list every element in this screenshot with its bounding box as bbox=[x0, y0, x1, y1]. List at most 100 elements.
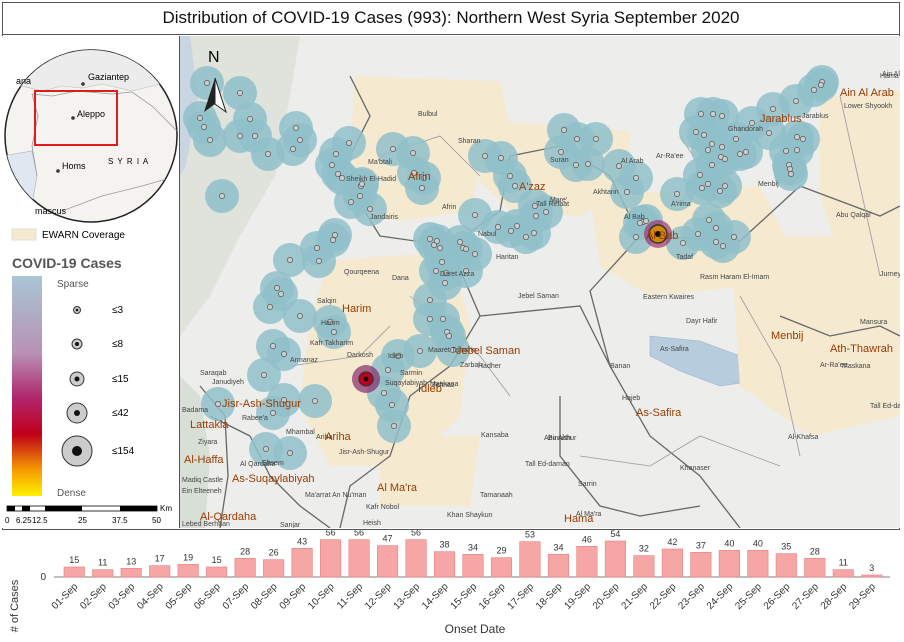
case-marker bbox=[699, 185, 705, 191]
gaziantep-marker bbox=[81, 82, 85, 86]
chart-bar bbox=[149, 565, 171, 578]
town-label: Tall Refaat bbox=[536, 201, 569, 208]
size-class-5-label: ≤154 bbox=[112, 446, 135, 457]
case-marker bbox=[514, 223, 520, 229]
chart-data-label: 37 bbox=[696, 540, 706, 550]
case-marker bbox=[643, 218, 649, 224]
case-marker bbox=[293, 125, 299, 131]
town-label: As-Safira bbox=[660, 346, 689, 353]
case-marker bbox=[339, 175, 345, 181]
town-label: Saraqab bbox=[200, 370, 227, 377]
town-label: Sarrin bbox=[578, 481, 597, 488]
case-marker bbox=[531, 230, 537, 236]
town-label: Ariha bbox=[316, 434, 332, 441]
case-marker bbox=[794, 147, 800, 153]
town-label: Tall Ed-daman bbox=[870, 403, 900, 410]
case-marker bbox=[297, 313, 303, 319]
case-clusters bbox=[183, 65, 839, 470]
chart-data-label: 46 bbox=[582, 534, 592, 544]
chart-data-label: 28 bbox=[240, 546, 250, 556]
scale-tick-5: 50 bbox=[152, 516, 161, 525]
case-marker bbox=[463, 268, 469, 274]
scale-bar bbox=[6, 505, 158, 512]
chart-x-tick: 09-Sep bbox=[278, 581, 309, 612]
hotspot-al-bab bbox=[644, 220, 672, 248]
chart-data-label: 11 bbox=[98, 558, 107, 568]
chart-x-tick: 07-Sep bbox=[221, 581, 252, 612]
case-marker bbox=[297, 137, 303, 143]
town-label: Badama bbox=[182, 407, 208, 414]
case-marker bbox=[709, 162, 715, 168]
chart-bar bbox=[519, 541, 541, 578]
town-label: Jurneyyeh bbox=[880, 271, 900, 278]
case-marker bbox=[818, 82, 824, 88]
case-marker bbox=[787, 166, 793, 172]
town-label: Tamanaah bbox=[480, 492, 513, 499]
chart-bar bbox=[633, 555, 655, 578]
case-marker bbox=[705, 147, 711, 153]
chart-x-tick: 17-Sep bbox=[506, 581, 537, 612]
chart-x-tick: 21-Sep bbox=[619, 581, 650, 612]
case-marker bbox=[770, 106, 776, 112]
chart-x-tick: 29-Sep bbox=[847, 581, 878, 612]
case-marker bbox=[446, 333, 452, 339]
scale-tick-0: 0 bbox=[5, 516, 10, 525]
case-marker bbox=[331, 329, 337, 335]
case-marker bbox=[574, 136, 580, 142]
case-marker bbox=[237, 90, 243, 96]
town-label: Heish bbox=[363, 520, 381, 527]
district-label: Al Bab bbox=[646, 230, 678, 242]
inset-extent-box bbox=[34, 90, 118, 146]
scale-unit: Km bbox=[160, 504, 172, 513]
town-label: Kafr Takharim bbox=[310, 340, 353, 347]
chart-x-tick: 24-Sep bbox=[705, 581, 736, 612]
case-marker bbox=[346, 140, 352, 146]
size-class-4-label: ≤42 bbox=[112, 408, 129, 419]
dense-label: Dense bbox=[57, 488, 86, 499]
case-marker bbox=[766, 130, 772, 136]
case-marker bbox=[737, 151, 743, 157]
town-label: Abu Althur bbox=[544, 435, 577, 442]
case-marker bbox=[437, 245, 443, 251]
case-marker bbox=[463, 246, 469, 252]
chart-x-tick: 18-Sep bbox=[534, 581, 565, 612]
chart-x-tick: 14-Sep bbox=[420, 581, 451, 612]
district-labels: Afrin A'zaz Jarablus Ain Al Arab Al Bab Harim… bbox=[184, 87, 894, 525]
town-label: Mansura bbox=[860, 319, 887, 326]
case-marker bbox=[410, 150, 416, 156]
case-marker bbox=[472, 251, 478, 257]
chart-bar bbox=[234, 558, 256, 578]
chart-data-label: 15 bbox=[212, 555, 222, 565]
main-map[interactable]: N Afrin A'zaz Jarablus Ain Al Arab Al Bab Har… bbox=[180, 36, 900, 528]
case-marker bbox=[713, 239, 719, 245]
town-label: Haritan bbox=[496, 254, 519, 261]
chart-x-tick: 15-Sep bbox=[449, 581, 480, 612]
case-marker bbox=[281, 397, 287, 403]
chart-x-tick: 03-Sep bbox=[107, 581, 138, 612]
case-marker bbox=[439, 259, 445, 265]
chart-bar bbox=[690, 552, 712, 578]
town-label: Al Arab bbox=[621, 158, 644, 165]
town-label: Maskana bbox=[842, 363, 871, 370]
case-marker bbox=[561, 127, 567, 133]
case-marker bbox=[290, 146, 296, 152]
town-label: Maskana bbox=[430, 381, 459, 388]
town-label: Qourqeena bbox=[344, 269, 379, 276]
town-label: Ziyara bbox=[198, 439, 218, 446]
case-marker bbox=[381, 390, 387, 396]
chart-x-tick: 23-Sep bbox=[676, 581, 707, 612]
chart-x-tick: 22-Sep bbox=[648, 581, 679, 612]
chart-bar bbox=[263, 559, 285, 578]
town-label: Sanjar bbox=[280, 522, 301, 528]
chart-data-label: 19 bbox=[183, 552, 193, 562]
town-label: Idleb bbox=[388, 353, 403, 360]
north-arrow-letter: N bbox=[208, 49, 220, 66]
case-marker bbox=[495, 224, 501, 230]
case-marker bbox=[263, 446, 269, 452]
chart-data-label: 35 bbox=[781, 542, 791, 552]
chart-data-label: 43 bbox=[297, 536, 307, 546]
chart-x-tick: 12-Sep bbox=[363, 581, 394, 612]
case-marker bbox=[472, 212, 478, 218]
town-label: Ar-Ra'ee bbox=[820, 362, 848, 369]
town-label: Maaret Tamsrin bbox=[428, 347, 476, 354]
